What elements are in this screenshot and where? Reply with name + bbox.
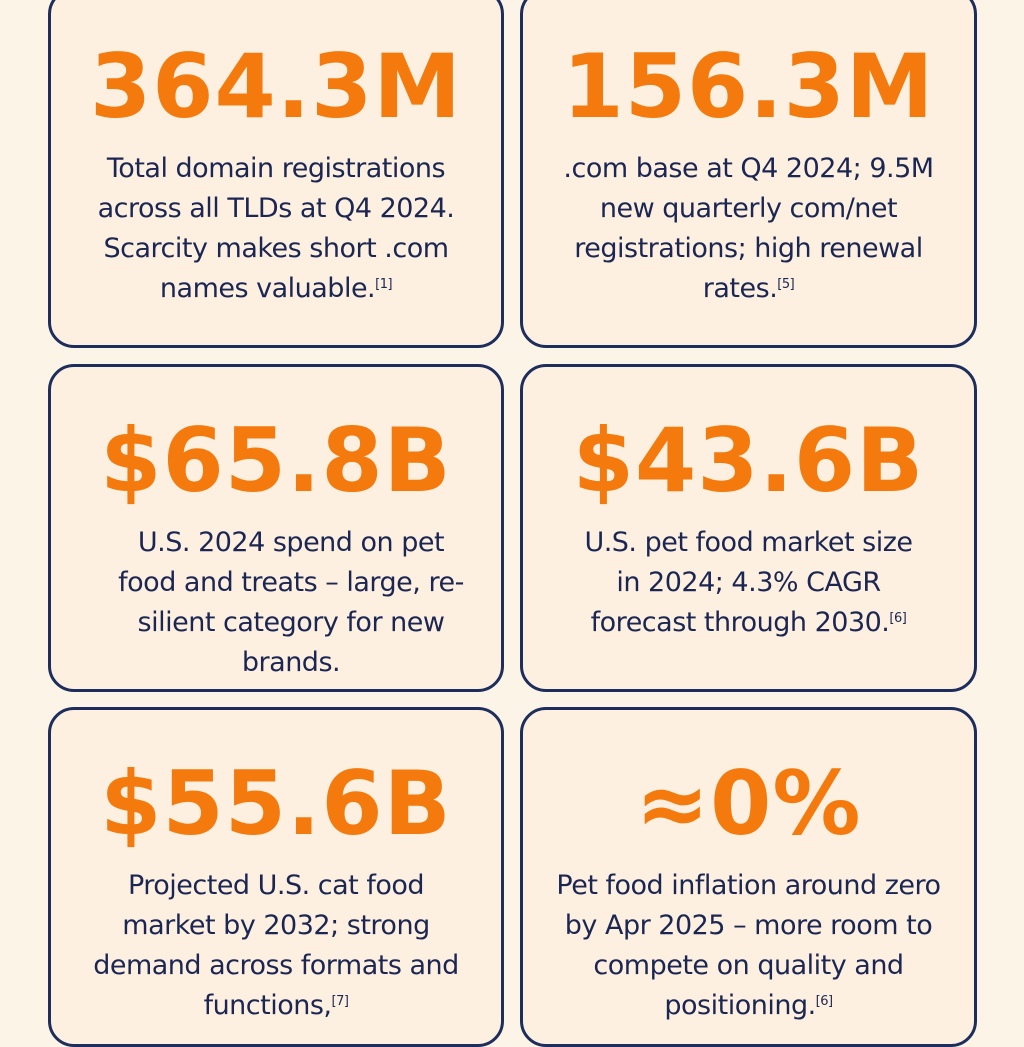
stat-text: Total domain registrations across all TL… (97, 153, 455, 304)
stat-text: Projected U.S. cat food market by 2032; … (93, 870, 459, 1021)
stat-card-pet-spend: $65.8B U.S. 2024 spend on pet food and t… (48, 364, 504, 692)
stat-description: .com base at Q4 2024; 9.5M new quarterly… (551, 149, 946, 309)
stat-text: U.S. 2024 spend on pet food and treats –… (118, 527, 464, 678)
citation[interactable]: [5] (777, 277, 795, 292)
citation[interactable]: [6] (815, 994, 833, 1009)
stat-value: ≈0% (635, 752, 862, 855)
stat-card-inflation: ≈0% Pet food inflation around zero by Ap… (520, 707, 977, 1047)
stat-text: Pet food inflation around zero by Apr 20… (556, 870, 941, 1021)
stat-value: 156.3M (562, 35, 935, 138)
citation[interactable]: [7] (331, 994, 349, 1009)
stat-description: Projected U.S. cat food market by 2032; … (79, 866, 473, 1026)
stat-description: U.S. pet food market size in 2024; 4.3% … (573, 523, 924, 643)
citation[interactable]: [1] (375, 277, 393, 292)
stat-description: Total domain registrations across all TL… (79, 149, 473, 309)
stat-value: $43.6B (572, 409, 925, 512)
stat-text: .com base at Q4 2024; 9.5M new quarterly… (563, 153, 934, 304)
stat-card-cat-food: $55.6B Projected U.S. cat food market by… (48, 707, 504, 1047)
stat-description: U.S. 2024 spend on pet food and treats –… (111, 523, 471, 683)
stat-card-domain-registrations: 364.3M Total domain registrations across… (48, 0, 504, 348)
stat-value: $55.6B (100, 752, 452, 855)
citation[interactable]: [6] (889, 611, 907, 626)
stat-card-com-base: 156.3M .com base at Q4 2024; 9.5M new qu… (520, 0, 977, 348)
stat-card-pet-food-market: $43.6B U.S. pet food market size in 2024… (520, 364, 977, 692)
stat-value: 364.3M (90, 35, 462, 138)
stat-value: $65.8B (100, 409, 452, 512)
stat-description: Pet food inflation around zero by Apr 20… (551, 866, 946, 1026)
stat-text: U.S. pet food market size in 2024; 4.3% … (584, 527, 913, 638)
